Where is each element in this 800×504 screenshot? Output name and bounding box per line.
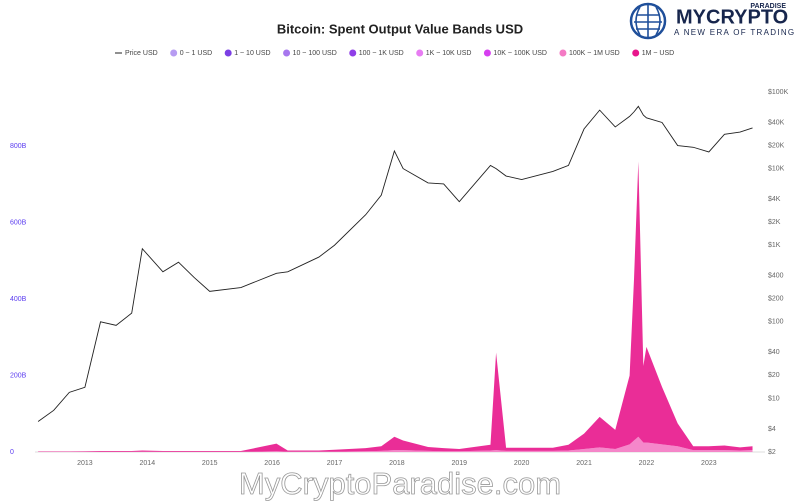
band-area [38, 436, 753, 452]
watermark: MyCryptoParadise.com [239, 466, 561, 501]
legend-swatch [632, 49, 640, 57]
logo-sub: PARADISE [750, 3, 786, 10]
x-tick-label: 2015 [202, 460, 218, 467]
legend-swatch [483, 49, 491, 57]
logo-name: MYCRYPTO [676, 6, 788, 28]
chart-title: Bitcoin: Spent Output Value Bands USD [277, 21, 523, 36]
y2-tick-label: $40 [768, 349, 780, 356]
y2-tick-label: $200 [768, 296, 784, 303]
y2-tick-label: $100K [768, 89, 789, 96]
logo-grid [634, 4, 662, 38]
legend-label[interactable]: Price USD [125, 50, 158, 57]
x-tick-label: 2017 [327, 460, 343, 467]
logo-tagline: A NEW ERA OF TRADING [674, 28, 795, 37]
x-tick-label: 2019 [451, 460, 467, 467]
y-tick-label: 800B [10, 143, 27, 150]
band-area [38, 161, 753, 452]
legend-swatch [224, 49, 232, 57]
y2-tick-label: $2K [768, 219, 781, 226]
x-tick-label: 2014 [140, 460, 156, 467]
y-tick-label: 600B [10, 220, 27, 227]
x-tick-label: 2022 [639, 460, 655, 467]
x-tick-label: 2020 [514, 460, 530, 467]
legend-label[interactable]: 0 ~ 1 USD [180, 50, 213, 57]
y2-tick-label: $4 [768, 426, 776, 433]
y2-tick-label: $400 [768, 273, 784, 280]
legend-label[interactable]: 100 ~ 1K USD [359, 50, 404, 57]
legend-label[interactable]: 100K ~ 1M USD [569, 50, 620, 57]
legend-swatch [559, 49, 567, 57]
legend-swatch [170, 49, 178, 57]
y-tick-label: 200B [10, 372, 27, 379]
y2-tick-label: $4K [768, 196, 781, 203]
legend-swatch [416, 49, 424, 57]
plot: 0 200B 400B 600B 800B $2 $4 $10 $20 $40 $100 $200 $4… [10, 49, 789, 467]
x-tick-label: 2021 [576, 460, 592, 467]
legend-swatch [283, 49, 291, 57]
x-tick-label: 2016 [264, 460, 280, 467]
y2-tick-label: $20 [768, 372, 780, 379]
y2-tick-label: $40K [768, 119, 785, 126]
y2-tick-label: $2 [768, 449, 776, 456]
legend-label[interactable]: 10 ~ 100 USD [293, 50, 337, 57]
legend-label[interactable]: 1 ~ 10 USD [234, 50, 270, 57]
logo: MYCRYPTO PARADISE A NEW ERA OF TRADING [629, 2, 795, 40]
y2-tick-label: $10 [768, 395, 780, 402]
y2-tick-label: $20K [768, 142, 785, 149]
y2-tick-label: $100 [768, 319, 784, 326]
y2-tick-label: $10K [768, 165, 785, 172]
y-tick-label: 0 [10, 449, 14, 456]
x-tick-label: 2018 [389, 460, 405, 467]
y2-tick-label: $1K [768, 242, 781, 249]
y-tick-label: 400B [10, 296, 27, 303]
legend-swatch [349, 49, 357, 57]
price-line [37, 105, 753, 422]
x-tick-label: 2023 [701, 460, 717, 467]
legend-label[interactable]: 1K ~ 10K USD [426, 50, 472, 57]
legend-label[interactable]: 1M ~ USD [642, 50, 674, 57]
legend-label[interactable]: 10K ~ 100K USD [493, 50, 547, 57]
x-tick-label: 2013 [77, 460, 93, 467]
